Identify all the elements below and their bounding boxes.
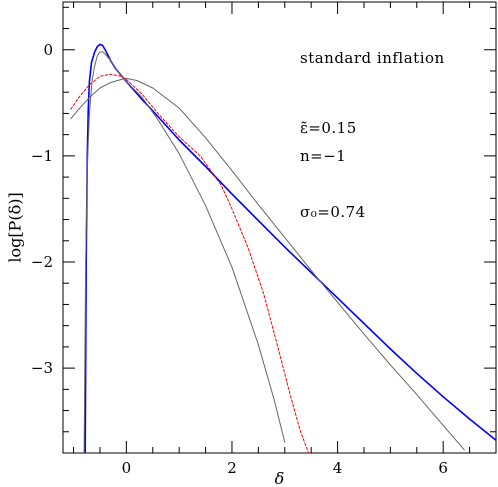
series-line-2 xyxy=(70,77,465,451)
y-tick-label: −2 xyxy=(31,253,53,271)
series-line-1 xyxy=(83,51,286,453)
x-tick-label: 4 xyxy=(333,459,343,477)
y-axis-label: log[P(δ)] xyxy=(6,192,25,262)
annotation-n: n=−1 xyxy=(300,147,346,165)
series-line-3 xyxy=(70,73,309,453)
y-tick-label: −1 xyxy=(31,147,53,165)
series-layer xyxy=(70,43,496,453)
y-tick-label: 0 xyxy=(43,41,53,59)
annotations: standard inflation ε̃=0.15 n=−1 σ₀=0.74 xyxy=(300,49,445,221)
x-tick-label: 2 xyxy=(227,459,237,477)
axis-ticks xyxy=(63,2,497,453)
x-tick-label: 6 xyxy=(438,459,448,477)
annotation-standard-inflation: standard inflation xyxy=(300,49,445,67)
axis-tick-labels: 0 2 4 6 0 −1 −2 −3 xyxy=(31,41,448,477)
x-tick-label: 0 xyxy=(122,459,132,477)
annotation-sigma: σ₀=0.74 xyxy=(300,203,366,221)
plot-frame xyxy=(62,1,497,454)
series-line-0 xyxy=(84,43,496,453)
y-tick-label: −3 xyxy=(31,359,53,377)
annotation-epsilon: ε̃=0.15 xyxy=(300,119,357,137)
x-axis-label: δ xyxy=(275,469,285,487)
